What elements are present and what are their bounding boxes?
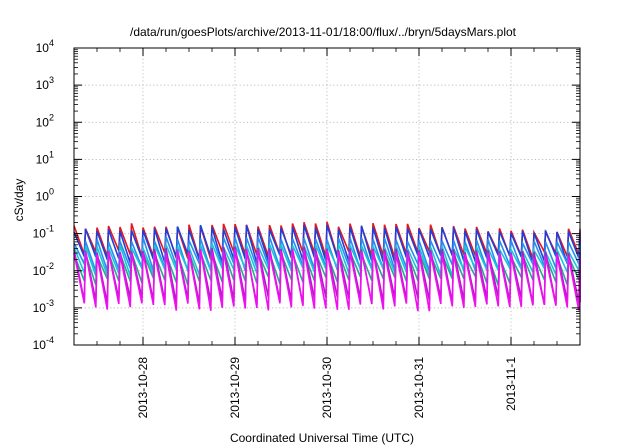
y-tick-label: 10-4 xyxy=(33,335,54,352)
grid-lines xyxy=(74,48,580,345)
y-tick-label: 103 xyxy=(36,75,54,92)
y-tick-label: 10-3 xyxy=(33,298,54,315)
y-tick-label: 100 xyxy=(36,187,54,204)
y-tick-label: 10-2 xyxy=(33,261,54,278)
x-axis-ticks: 2013-10-28 2013-10-29 2013-10-30 2013-10-31… xyxy=(73,48,581,419)
x-tick-label: 2013-10-29 xyxy=(228,357,242,419)
x-tick-label: 2013-10-28 xyxy=(136,357,150,419)
y-tick-label: 101 xyxy=(36,149,54,166)
y-tick-label: 104 xyxy=(36,38,54,55)
x-tick-label: 2013-11-1 xyxy=(504,357,518,411)
y-axis-label-group: cSv/day xyxy=(12,179,26,222)
chart-title: /data/run/goesPlots/archive/2013-11-01/1… xyxy=(130,25,517,39)
y-tick-label: 10-1 xyxy=(33,224,54,241)
y-tick-label: 102 xyxy=(36,112,54,129)
series-line xyxy=(73,224,581,265)
series-line xyxy=(73,243,581,277)
series-lines xyxy=(73,221,581,312)
y-axis-label: cSv/day xyxy=(12,179,26,222)
series-line xyxy=(73,248,581,312)
y-axis-ticks: 10-4 10-3 10-2 10-1 100 101 102 103 104 xyxy=(33,38,580,352)
x-axis-label: Coordinated Universal Time (UTC) xyxy=(230,431,414,445)
x-tick-label: 2013-10-30 xyxy=(320,357,334,419)
x-tick-label: 2013-10-31 xyxy=(412,357,426,419)
